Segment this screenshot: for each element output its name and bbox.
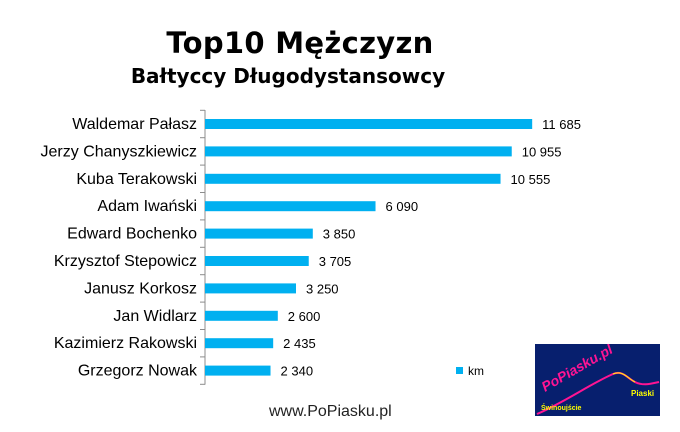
- data-label: 3 850: [323, 227, 356, 242]
- category-label: Adam Iwański: [97, 198, 197, 215]
- bar: [205, 119, 533, 129]
- bar: [205, 365, 271, 376]
- bar: [205, 256, 309, 266]
- bar: [205, 146, 512, 157]
- data-label: 10 555: [511, 172, 551, 187]
- bar: [205, 173, 501, 184]
- chart-title: Top10 Mężczyzn: [166, 26, 434, 60]
- category-label: Kuba Terakowski: [76, 171, 197, 188]
- popiasku-logo[interactable]: PoPiasku.pl Piaski Świnoujście: [535, 344, 660, 416]
- category-label: Jan Widlarz: [113, 308, 197, 325]
- bar: [205, 310, 278, 321]
- data-label: 6 090: [386, 199, 419, 214]
- category-label: Krzysztof Stepowicz: [54, 253, 197, 270]
- category-label: Jerzy Chanyszkiewicz: [41, 143, 197, 160]
- bar: [205, 228, 313, 239]
- footer-url[interactable]: www.PoPiasku.pl: [269, 403, 392, 420]
- data-label: 3 250: [306, 281, 339, 296]
- logo-graphic: PoPiasku.pl Piaski Świnoujście: [536, 344, 660, 415]
- category-label: Edward Bochenko: [67, 226, 197, 243]
- chart-subtitle: Bałtyccy Długodystansowcy: [130, 64, 446, 88]
- bar: [205, 283, 296, 294]
- category-label: Grzegorz Nowak: [78, 363, 198, 380]
- legend-label: km: [468, 364, 484, 378]
- data-label: 10 955: [522, 144, 562, 159]
- data-label: 11 685: [542, 117, 581, 132]
- category-label: Kazimierz Rakowski: [54, 335, 197, 352]
- category-label: Janusz Korkosz: [84, 280, 197, 297]
- bar: [205, 201, 376, 212]
- logo-city-label: Świnoujście: [541, 403, 582, 412]
- coastline-accent: [612, 372, 636, 383]
- legend-swatch: [456, 367, 463, 374]
- logo-place-label: Piaski: [631, 389, 654, 398]
- data-label: 3 705: [319, 254, 352, 269]
- bar: [205, 338, 274, 349]
- data-label: 2 435: [283, 336, 316, 351]
- data-label: 2 340: [281, 364, 314, 379]
- data-label: 2 600: [288, 309, 321, 324]
- logo-text: PoPiasku.pl: [539, 344, 617, 395]
- category-label: Waldemar Pałasz: [72, 116, 197, 133]
